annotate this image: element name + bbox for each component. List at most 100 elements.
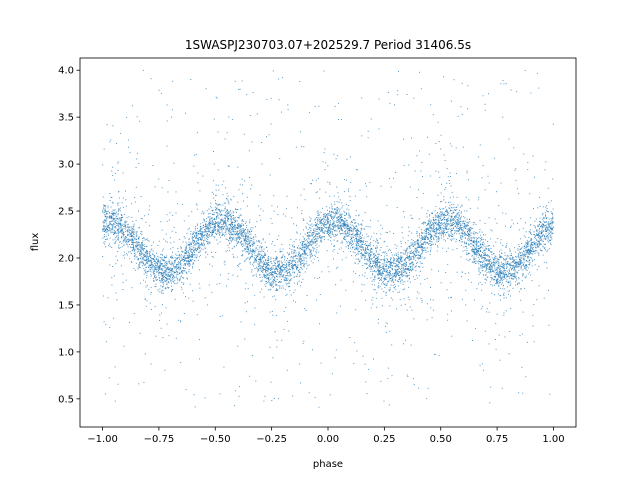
- data-point: [378, 268, 380, 270]
- data-point: [397, 280, 399, 282]
- data-point: [171, 274, 172, 276]
- data-point: [288, 263, 290, 265]
- data-point: [416, 254, 418, 256]
- data-point: [413, 263, 415, 265]
- data-point: [532, 251, 534, 253]
- data-point: [177, 274, 179, 275]
- data-point: [500, 281, 502, 283]
- data-point: [259, 245, 261, 247]
- data-point: [355, 273, 357, 274]
- data-point: [125, 236, 127, 238]
- data-point: [491, 263, 492, 265]
- data-point: [203, 220, 205, 222]
- data-point: [548, 236, 550, 238]
- data-point: [203, 224, 204, 226]
- data-point: [233, 257, 235, 259]
- data-point: [440, 235, 442, 237]
- data-point: [502, 282, 503, 284]
- data-point: [475, 252, 477, 254]
- data-point: [252, 263, 253, 265]
- data-point: [499, 277, 501, 279]
- data-point: [550, 218, 552, 220]
- data-point: [150, 255, 152, 257]
- data-point: [404, 270, 406, 272]
- data-point: [444, 188, 446, 190]
- data-point: [400, 243, 402, 245]
- data-point: [329, 229, 330, 231]
- data-point: [390, 258, 391, 260]
- data-point: [340, 247, 342, 249]
- data-point: [408, 286, 410, 288]
- data-point: [372, 264, 374, 266]
- data-point: [129, 239, 131, 241]
- data-point: [133, 244, 134, 246]
- data-point: [452, 196, 454, 198]
- data-point: [143, 268, 145, 270]
- data-point: [472, 224, 474, 226]
- data-point: [183, 267, 184, 269]
- data-point: [178, 269, 180, 271]
- data-point: [407, 256, 409, 258]
- data-point: [366, 233, 368, 235]
- data-point: [429, 243, 431, 244]
- data-point: [346, 226, 348, 228]
- data-point: [227, 215, 228, 217]
- data-point: [145, 269, 147, 271]
- data-point: [310, 249, 312, 251]
- data-point: [374, 277, 376, 278]
- data-point: [341, 242, 343, 244]
- data-point: [483, 258, 485, 260]
- data-point: [106, 217, 108, 219]
- data-point: [302, 262, 304, 264]
- data-point: [225, 214, 227, 216]
- data-point: [310, 183, 312, 185]
- data-point: [544, 226, 546, 228]
- data-point: [106, 225, 108, 227]
- data-point: [302, 265, 304, 267]
- data-point: [400, 240, 402, 242]
- data-point: [120, 225, 122, 227]
- data-point: [300, 254, 302, 256]
- data-point: [255, 236, 257, 238]
- data-point: [293, 241, 295, 243]
- data-point: [345, 213, 347, 215]
- data-point: [342, 232, 344, 234]
- data-point: [265, 268, 267, 270]
- data-point: [105, 211, 107, 213]
- data-point: [354, 248, 355, 250]
- data-point: [537, 229, 539, 231]
- data-point: [448, 180, 450, 181]
- data-point: [147, 240, 149, 242]
- data-point: [487, 241, 489, 242]
- data-point: [503, 295, 505, 296]
- data-point: [189, 262, 191, 264]
- data-point: [186, 251, 187, 253]
- data-point: [520, 266, 522, 268]
- data-point: [173, 241, 175, 243]
- data-point: [118, 208, 120, 210]
- data-point: [461, 215, 463, 217]
- data-point: [541, 232, 542, 234]
- data-point: [479, 240, 481, 242]
- data-point: [458, 211, 460, 213]
- data-point: [286, 293, 288, 295]
- data-point: [198, 231, 200, 233]
- data-point: [335, 213, 337, 215]
- data-point: [275, 262, 277, 264]
- data-point: [364, 263, 366, 265]
- data-point: [313, 232, 315, 234]
- data-point: [341, 220, 342, 222]
- data-point: [236, 238, 238, 240]
- data-point: [534, 237, 536, 239]
- data-point: [228, 213, 230, 215]
- data-point: [269, 284, 271, 286]
- data-point: [404, 266, 406, 268]
- data-point: [183, 260, 185, 262]
- data-point: [385, 265, 387, 267]
- data-point: [207, 224, 209, 226]
- data-point: [279, 271, 280, 273]
- data-point: [491, 230, 493, 232]
- data-point: [377, 264, 378, 266]
- data-point: [461, 276, 463, 278]
- data-point: [270, 272, 272, 273]
